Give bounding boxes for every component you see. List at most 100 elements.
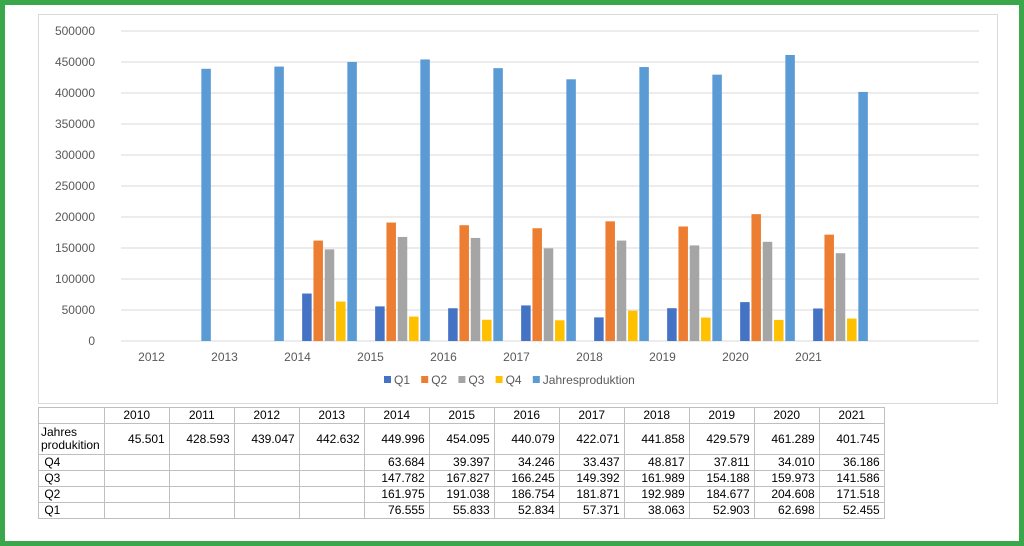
table-cell: 161.989: [623, 470, 690, 487]
table-cell: [233, 486, 300, 503]
table-cell: [168, 454, 235, 471]
bar-q4-2021: [847, 318, 857, 341]
table-year-header: 2018: [623, 407, 690, 424]
table-cell: 52.834: [493, 502, 560, 519]
table-cell: 159.973: [753, 470, 820, 487]
table-cell: 62.698: [753, 502, 820, 519]
legend-swatch-q2: [421, 376, 429, 383]
table-cell: 141.586: [818, 470, 885, 487]
bar-q1-2015: [375, 306, 385, 341]
x-tick-label: 2017: [503, 350, 530, 364]
table-cell: 52.903: [688, 502, 755, 519]
table-year-header: 2010: [103, 407, 170, 424]
table-cell: 76.555: [363, 502, 430, 519]
x-tick-label: 2014: [284, 350, 311, 364]
table-row: Q1 76.555 55.833 52.834 57.371 38.063 52.903 62…: [38, 502, 885, 519]
y-tick-label: 0: [88, 334, 95, 348]
bar-q2-2015: [386, 222, 396, 341]
table-cell: [298, 470, 365, 487]
table-cell: 147.782: [363, 470, 430, 487]
table-cell: 204.608: [753, 486, 820, 503]
table-cell: 454.095: [428, 423, 495, 455]
bar-q1-2018: [594, 317, 604, 341]
table-cell: 192.989: [623, 486, 690, 503]
bar-q4-2016: [482, 319, 492, 341]
bar-q2-2019: [678, 226, 688, 341]
table-corner-cell: [38, 407, 105, 424]
bar-q2-2020: [751, 214, 761, 341]
table-cell: 167.827: [428, 470, 495, 487]
x-tick-label: 2013: [211, 350, 238, 364]
x-tick-label: 2018: [576, 350, 603, 364]
legend-swatch-q4: [495, 376, 503, 383]
table-row: Q4 63.684 39.397 34.246 33.437 48.817 37.811 34…: [38, 454, 885, 471]
legend-label: Q4: [506, 373, 522, 387]
table-cell: 401.745: [818, 423, 885, 455]
table-cell: 428.593: [168, 423, 235, 455]
bar-q3-2016: [470, 237, 481, 341]
bar-q3-2020: [762, 241, 773, 341]
table-cell: [103, 502, 170, 519]
table-header-row: 2010 2011 2012 2013 2014 2015 2016 2017 2018 2019…: [38, 407, 885, 424]
table-cell: 441.858: [623, 423, 690, 455]
table-row: Q3 147.782 167.827 166.245 149.392 161.989 154…: [38, 470, 885, 487]
table-cell: 171.518: [818, 486, 885, 503]
table-cell: 154.188: [688, 470, 755, 487]
table-cell: [103, 486, 170, 503]
table-cell: 191.038: [428, 486, 495, 503]
bar-q2-2021: [824, 234, 834, 341]
bar-jahresproduktion-2014: [347, 62, 357, 342]
y-tick-label: 200000: [55, 210, 95, 224]
table-year-header: 2019: [688, 407, 755, 424]
bar-q4-2018: [628, 310, 638, 341]
legend-label: Jahresproduktion: [543, 373, 635, 387]
table-year-header: 2013: [298, 407, 365, 424]
bar-jahresproduktion-2018: [639, 67, 649, 341]
table-cell: [168, 470, 235, 487]
table-cell: 186.754: [493, 486, 560, 503]
table-cell: 39.397: [428, 454, 495, 471]
bar-q2-2017: [532, 228, 542, 341]
bar-chart: 0 50000 100000 150000 200000 250000 300000 3500…: [55, 24, 979, 387]
table-row-label: Q3: [38, 470, 105, 487]
bar-q2-2014: [313, 240, 323, 341]
table-cell: 422.071: [558, 423, 625, 455]
table-cell: 45.501: [103, 423, 170, 455]
x-tick-label: 2016: [430, 350, 457, 364]
table-cell: 184.677: [688, 486, 755, 503]
bar-q3-2019: [689, 245, 700, 341]
table-cell: 149.392: [558, 470, 625, 487]
table-cell: 55.833: [428, 502, 495, 519]
table-row-label: Q2: [38, 486, 105, 503]
table-cell: [233, 470, 300, 487]
table-cell: [298, 486, 365, 503]
bar-q4-2017: [555, 320, 565, 341]
table-year-header: 2012: [233, 407, 300, 424]
table-year-header: 2014: [363, 407, 430, 424]
table-cell: 442.632: [298, 423, 365, 455]
table-year-header: 2015: [428, 407, 495, 424]
bar-q1-2017: [521, 305, 531, 341]
chart-area: 0 50000 100000 150000 200000 250000 300000 3500…: [38, 14, 998, 404]
table-cell: 429.579: [688, 423, 755, 455]
table-cell: 52.455: [818, 502, 885, 519]
table-row: Q2 161.975 191.038 186.754 181.871 192.989 184…: [38, 486, 885, 503]
table-row-label: Jahres produkition: [38, 423, 105, 455]
table-cell: [168, 486, 235, 503]
table-cell: 36.186: [818, 454, 885, 471]
bar-q2-2018: [605, 221, 615, 341]
x-tick-label: 2015: [357, 350, 384, 364]
bar-jahresproduktion-2013: [274, 66, 284, 341]
bar-jahresproduktion-2016: [493, 68, 503, 342]
data-table: 2010 2011 2012 2013 2014 2015 2016 2017 2018 2019…: [38, 407, 885, 519]
y-tick-label: 450000: [55, 55, 95, 69]
bar-q4-2015: [409, 316, 419, 341]
table-cell: 48.817: [623, 454, 690, 471]
table-cell: [298, 502, 365, 519]
table-row-label: Q4: [38, 454, 105, 471]
table-cell: 34.010: [753, 454, 820, 471]
legend-label: Q3: [468, 373, 484, 387]
legend-swatch-q3: [458, 376, 466, 383]
table-cell: 37.811: [688, 454, 755, 471]
table-year-header: 2021: [818, 407, 885, 424]
